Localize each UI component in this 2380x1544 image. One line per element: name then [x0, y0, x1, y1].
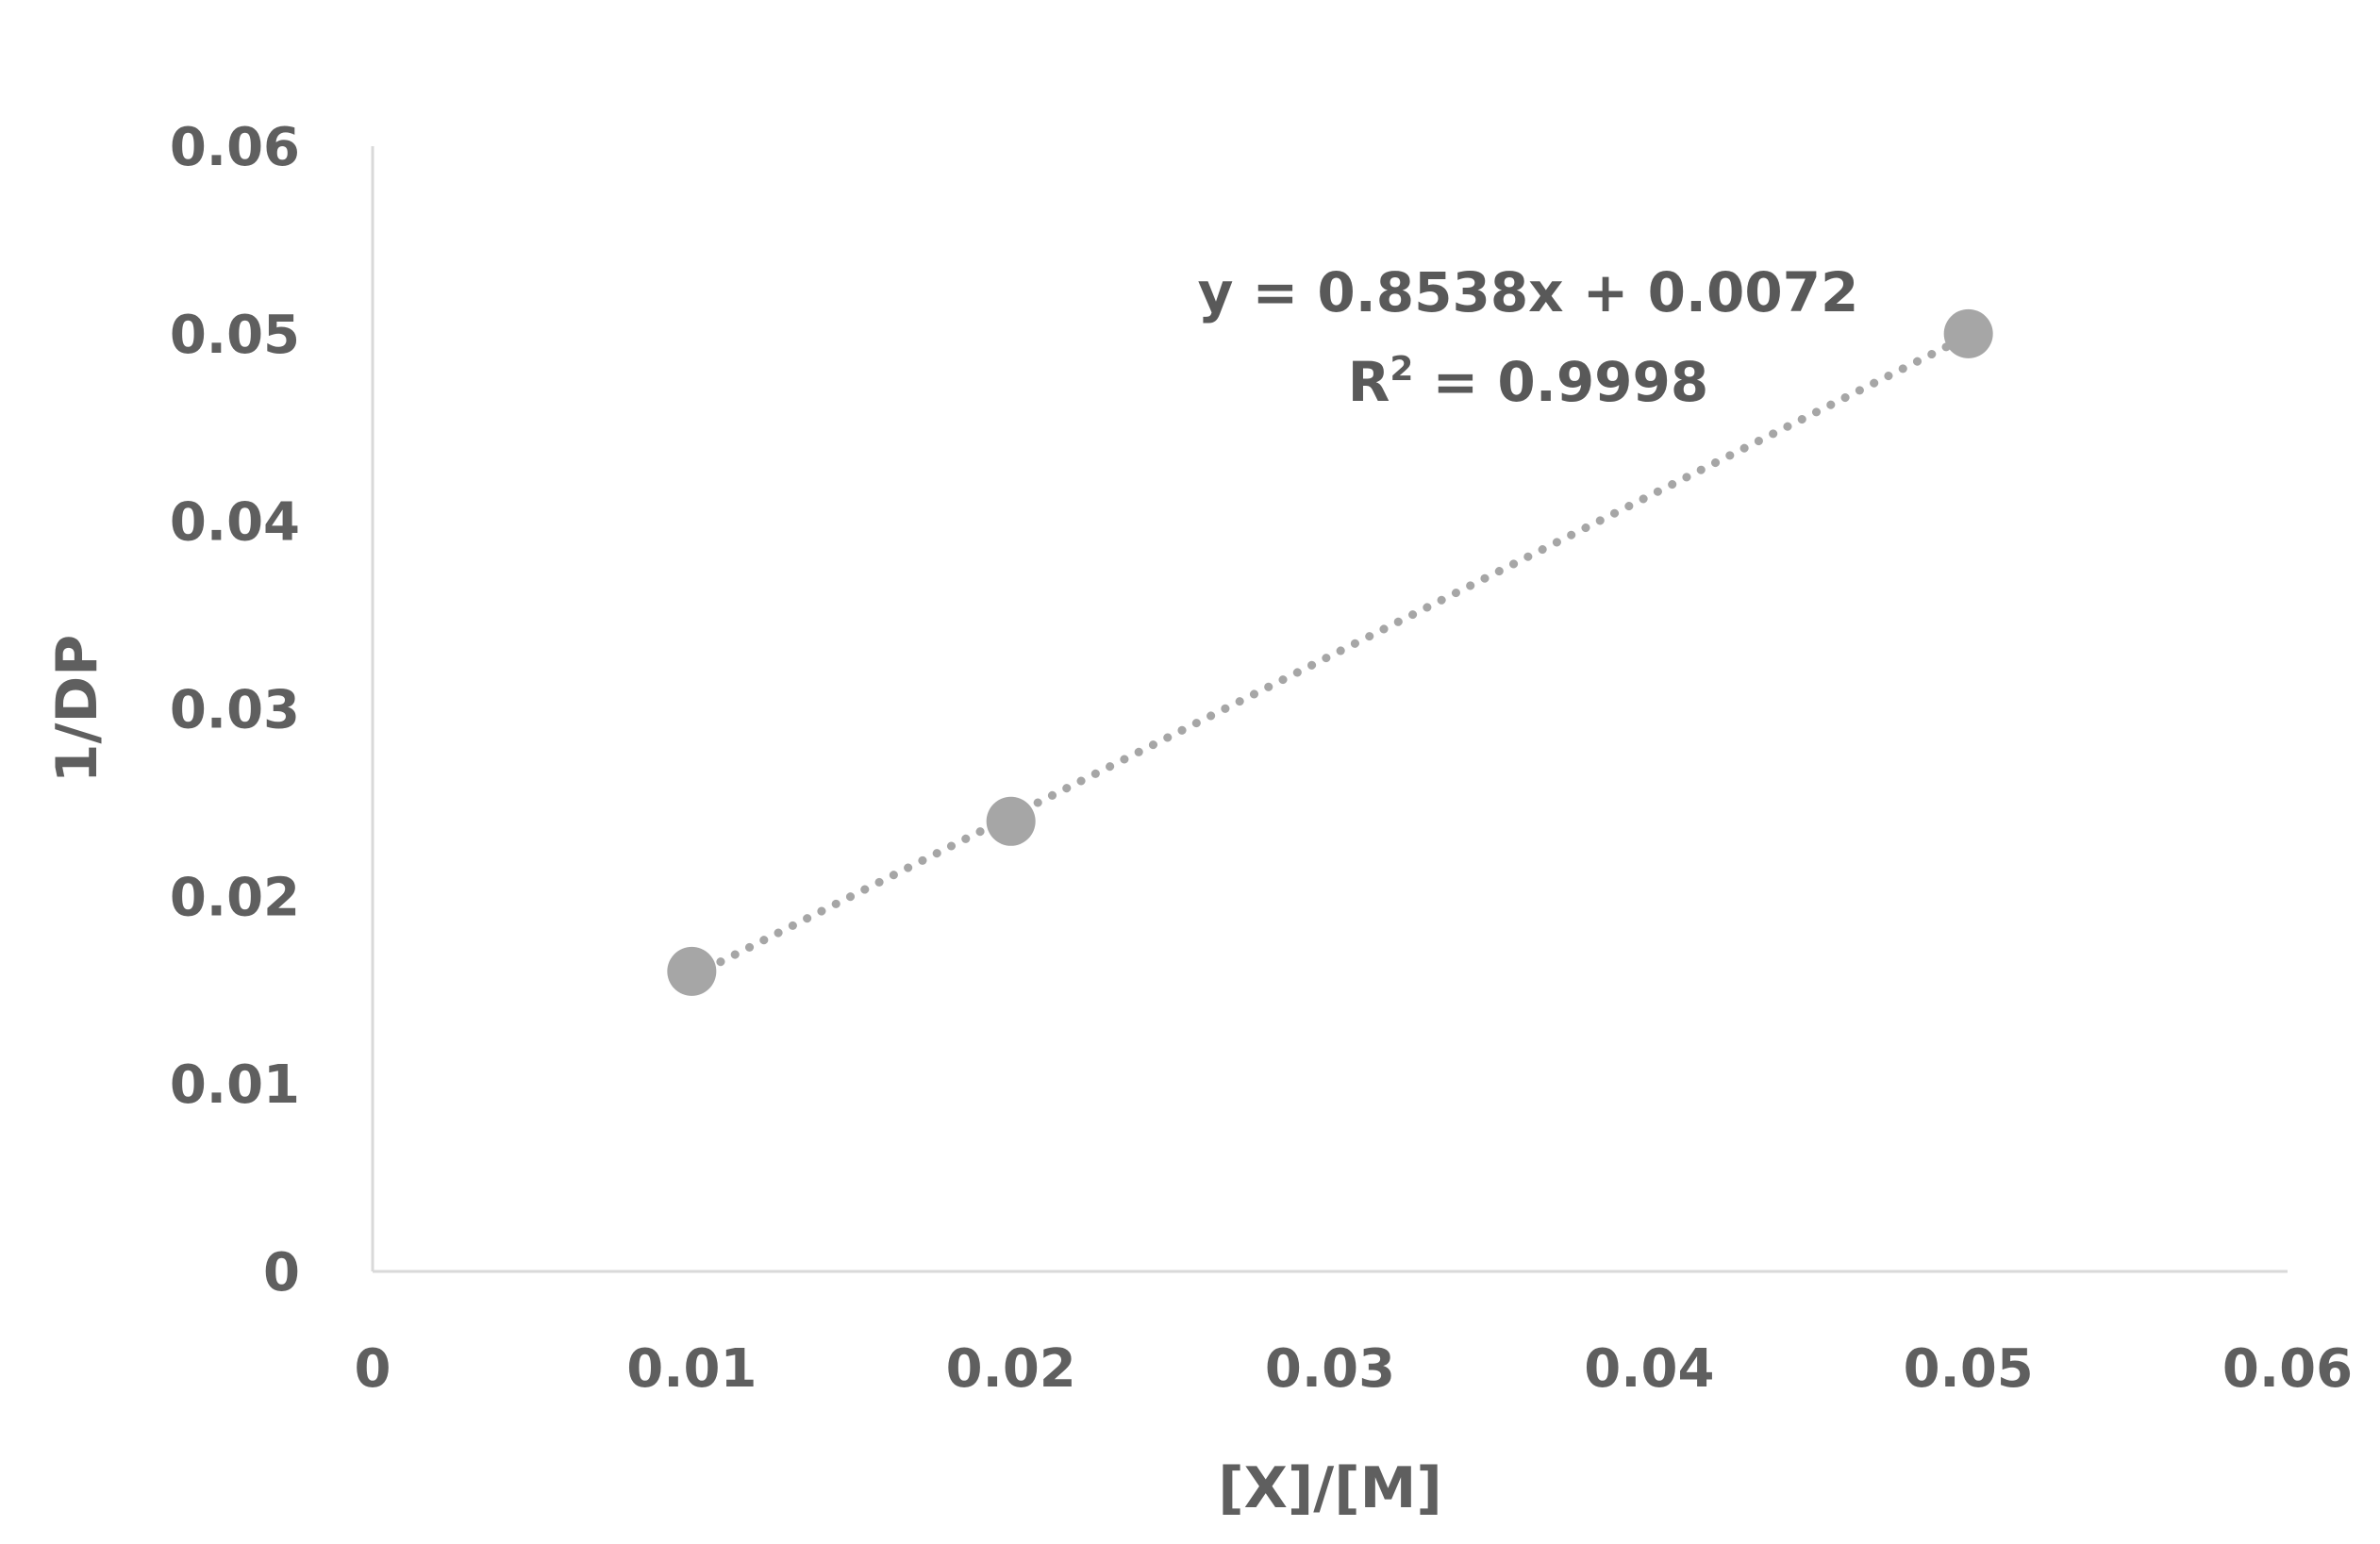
r-squared-value: = 0.9998: [1413, 350, 1708, 414]
x-tick-label: 0.05: [1904, 1338, 2034, 1400]
x-tick-label: 0.06: [2222, 1338, 2353, 1400]
x-axis-title: [X]/[M]: [1218, 1455, 1442, 1521]
axes: [371, 146, 2288, 1273]
y-tick-label: 0.04: [170, 492, 300, 554]
x-tick-label: 0.03: [1265, 1338, 1395, 1400]
y-tick-label: 0.02: [170, 867, 300, 928]
x-tick-label: 0: [355, 1338, 391, 1400]
r-squared-prefix: R: [1348, 350, 1390, 414]
data-point: [986, 796, 1036, 846]
trendline-group: [687, 331, 1973, 981]
x-tick-label: 0.01: [626, 1338, 757, 1400]
trendline-r-squared: R2 = 0.9998: [1348, 350, 1709, 414]
y-tick-label: 0.01: [170, 1054, 300, 1116]
y-tick-label: 0.03: [170, 680, 300, 741]
y-tick-label: 0: [263, 1242, 300, 1303]
data-points: [667, 308, 1993, 996]
x-tick-labels: 0 0.01 0.02 0.03 0.04 0.05 0.06: [355, 1338, 2354, 1400]
y-tick-label: 0.05: [170, 305, 300, 366]
y-axis-title: 1/DP: [44, 635, 110, 783]
y-tick-labels: 0 0.01 0.02 0.03 0.04 0.05 0.06: [170, 117, 300, 1303]
x-tick-label: 0.02: [946, 1338, 1076, 1400]
trendline-equation: y = 0.8538x + 0.0072: [1198, 260, 1859, 324]
r-squared-superscript: 2: [1390, 350, 1413, 389]
y-tick-label: 0.06: [170, 117, 300, 178]
data-point: [667, 946, 717, 996]
data-point: [1943, 308, 1993, 358]
x-tick-label: 0.04: [1584, 1338, 1714, 1400]
trendline: [687, 331, 1973, 981]
